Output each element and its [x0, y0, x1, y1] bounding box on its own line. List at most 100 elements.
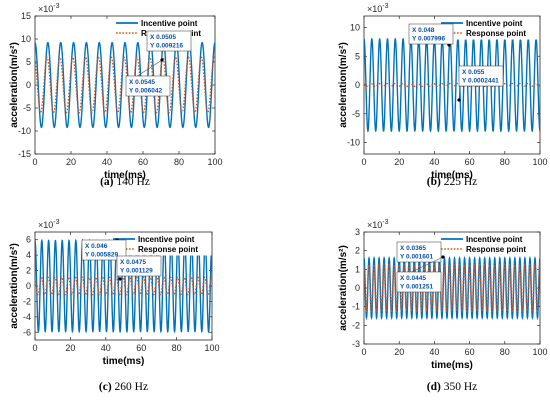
- caption-text: 140 Hz: [116, 176, 150, 188]
- datatip-box: [458, 65, 504, 87]
- y-tick-label: -10: [347, 138, 360, 148]
- datatip-x: X 0.0505: [150, 34, 176, 41]
- x-tick-label: 0: [361, 347, 366, 357]
- datatip-marker: [160, 58, 164, 62]
- datatip: X 0.0545 Y 0.006042: [125, 58, 171, 97]
- axis-exponent: ×10-3: [38, 219, 60, 230]
- panel-caption: (a) 140 Hz: [100, 176, 150, 188]
- axis-exponent-power: -3: [53, 219, 59, 226]
- axis-exponent-base: ×10: [367, 4, 382, 14]
- datatip-box: [116, 255, 162, 277]
- y-axis-label: acceleration(m/s²): [338, 42, 349, 128]
- series-line-response: [364, 263, 540, 313]
- datatip: X 0.055 Y 0.0002441: [457, 65, 504, 102]
- datatip-marker: [457, 98, 461, 102]
- datatip-y: Y 0.001129: [120, 268, 153, 275]
- datatip: X 0.0445 Y 0.001251: [396, 255, 445, 293]
- y-tick-label: -5: [352, 109, 360, 119]
- x-tick-label: 40: [429, 157, 439, 167]
- x-tick-label: 60: [136, 343, 146, 353]
- axis-exponent-power: -3: [382, 3, 388, 10]
- y-tick-label: -1: [352, 302, 360, 312]
- panel-d: ×10-30 20 40 60 80 100-3-2-10123time(ms)accel…: [338, 219, 548, 393]
- datatip-x: X 0.0365: [400, 245, 426, 252]
- x-tick-label: 100: [532, 347, 547, 357]
- caption-label: (d): [427, 381, 441, 393]
- y-tick-label: -2: [23, 296, 31, 306]
- y-tick-label: 5: [26, 57, 31, 67]
- legend-label: Incentive point: [466, 19, 523, 28]
- datatip-marker: [441, 255, 445, 259]
- datatip-y: Y 0.009216: [150, 43, 184, 50]
- y-tick-label: 3: [355, 227, 360, 237]
- x-tick-label: 0: [32, 157, 37, 167]
- y-tick-label: 0: [355, 283, 360, 293]
- x-axis-label: time(ms): [103, 356, 145, 367]
- datatip-x: X 0.0445: [400, 275, 426, 282]
- y-axis-label: acceleration(m/s²): [9, 243, 20, 329]
- axis-exponent-power: -3: [53, 3, 59, 10]
- x-tick-label: 80: [500, 347, 510, 357]
- panel-caption: (d) 350 Hz: [427, 381, 477, 393]
- x-tick-label: 100: [532, 157, 547, 167]
- axis-exponent-base: ×10: [38, 220, 53, 230]
- datatip: X 0.046 Y 0.005829: [81, 238, 127, 261]
- legend-label: Response point: [466, 245, 526, 254]
- x-axis-label: time(ms): [431, 170, 473, 181]
- x-tick-label: 60: [465, 347, 475, 357]
- x-tick-label: 20: [394, 157, 404, 167]
- datatip-box: [146, 30, 192, 52]
- datatip: X 0.0365 Y 0.001601: [396, 241, 442, 263]
- y-tick-label: 2: [355, 246, 360, 256]
- x-tick-label: 40: [102, 157, 112, 167]
- datatip-y: Y 0.006042: [129, 88, 163, 95]
- panel-b: ×10-3 0 20 40 60 80 100 -10 -5 0 5 10 time(ms) accele…: [338, 3, 548, 188]
- y-tick-label: -3: [352, 339, 360, 349]
- datatip-y: Y 0.007996: [412, 36, 446, 43]
- y-tick-label: -5: [23, 103, 31, 113]
- y-tick-label: 0: [26, 281, 31, 291]
- x-tick-label: 100: [204, 343, 219, 353]
- datatip-x: X 0.0475: [120, 259, 146, 266]
- x-axis-label: time(ms): [431, 360, 473, 371]
- x-tick-label: 40: [429, 347, 439, 357]
- y-tick-label: -10: [18, 126, 31, 136]
- y-tick-label: 2: [26, 266, 31, 276]
- x-tick-label: 0: [32, 343, 37, 353]
- legend-label: Incentive point: [141, 19, 198, 28]
- x-tick-label: 20: [66, 157, 76, 167]
- y-tick-label: -4: [23, 312, 31, 322]
- y-tick-label: 4: [26, 250, 31, 260]
- caption-text: 260 Hz: [115, 381, 149, 393]
- caption-label: (a): [100, 176, 114, 188]
- x-tick-label: 20: [65, 343, 75, 353]
- legend-label: Incentive point: [138, 235, 195, 244]
- y-tick-label: 10: [350, 23, 360, 33]
- caption-text: 350 Hz: [444, 381, 478, 393]
- caption-label: (b): [427, 176, 441, 188]
- y-tick-label: 5: [355, 51, 360, 61]
- datatip-y: Y 0.005829: [85, 252, 119, 259]
- datatip-box: [125, 75, 171, 97]
- x-tick-label: 40: [101, 343, 111, 353]
- datatip-x: X 0.048: [412, 27, 435, 34]
- y-axis-label: acceleration(m/s²): [338, 245, 349, 331]
- x-tick-label: 20: [394, 347, 404, 357]
- datatip-marker: [118, 277, 122, 281]
- axis-exponent-base: ×10: [367, 220, 382, 230]
- panel-a: ×10-3 0 20 40 60 80 100 -15 -10 -5 0 5 10 15 time(ms) a…: [9, 3, 223, 188]
- x-tick-label: 60: [465, 157, 475, 167]
- y-tick-label: 15: [21, 11, 31, 21]
- x-axis-label: time(ms): [104, 170, 146, 181]
- y-tick-label: -6: [23, 327, 31, 337]
- x-tick-label: 100: [207, 157, 222, 167]
- axis-exponent: ×10-3: [367, 3, 389, 14]
- panel-c: ×10-3 0 20 40 60 80 100 -6 -4 -2 0 2 4 6 time(ms) accel…: [9, 219, 220, 393]
- datatip-y: Y 0.001601: [400, 254, 434, 261]
- axis-exponent: ×10-3: [367, 219, 389, 230]
- panel-caption: (b) 225 Hz: [427, 176, 477, 188]
